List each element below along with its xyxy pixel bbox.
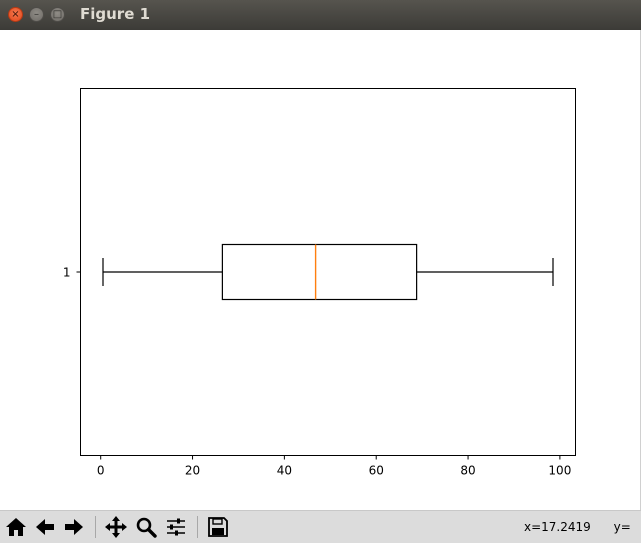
xtick-label: 0 (97, 464, 105, 478)
chart-ticks: 1 0 20 40 60 80 100 (63, 266, 571, 478)
navigation-toolbar: x=17.2419 y= (0, 510, 641, 543)
maximize-icon: □ (52, 8, 63, 20)
cursor-coordinates: x=17.2419 y= (524, 520, 631, 534)
sliders-icon (167, 518, 185, 536)
close-icon: × (11, 8, 20, 20)
xtick-label: 100 (548, 464, 571, 478)
zoom-button[interactable] (133, 514, 159, 540)
floppy-disk-icon (208, 517, 228, 537)
xtick-label: 60 (369, 464, 384, 478)
close-window-button[interactable]: × (8, 7, 23, 22)
box-iqr (221, 243, 418, 301)
window-titlebar: × – □ Figure 1 (0, 0, 641, 30)
toolbar-separator (95, 516, 96, 538)
home-icon (6, 518, 26, 536)
minimize-window-button[interactable]: – (29, 7, 44, 22)
maximize-window-button[interactable]: □ (50, 7, 65, 22)
minimize-icon: – (34, 8, 39, 20)
toolbar-separator (197, 516, 198, 538)
chart-marks (102, 243, 554, 301)
ytick-label: 1 (63, 266, 71, 280)
xtick-label: 20 (185, 464, 200, 478)
figure-canvas[interactable]: 1 0 20 40 60 80 100 (0, 30, 641, 510)
xtick-label: 80 (460, 464, 475, 478)
boxplot-chart: 1 0 20 40 60 80 100 (63, 88, 576, 478)
pan-button[interactable] (103, 514, 129, 540)
magnifier-icon (136, 517, 157, 538)
home-button[interactable] (3, 514, 29, 540)
forward-button[interactable] (61, 514, 87, 540)
move-icon (105, 516, 127, 538)
configure-subplots-button[interactable] (163, 514, 189, 540)
xtick-label: 40 (277, 464, 292, 478)
back-button[interactable] (32, 514, 58, 540)
arrow-left-icon (36, 519, 54, 535)
save-button[interactable] (205, 514, 231, 540)
window-title: Figure 1 (80, 5, 151, 23)
arrow-right-icon (65, 519, 83, 535)
